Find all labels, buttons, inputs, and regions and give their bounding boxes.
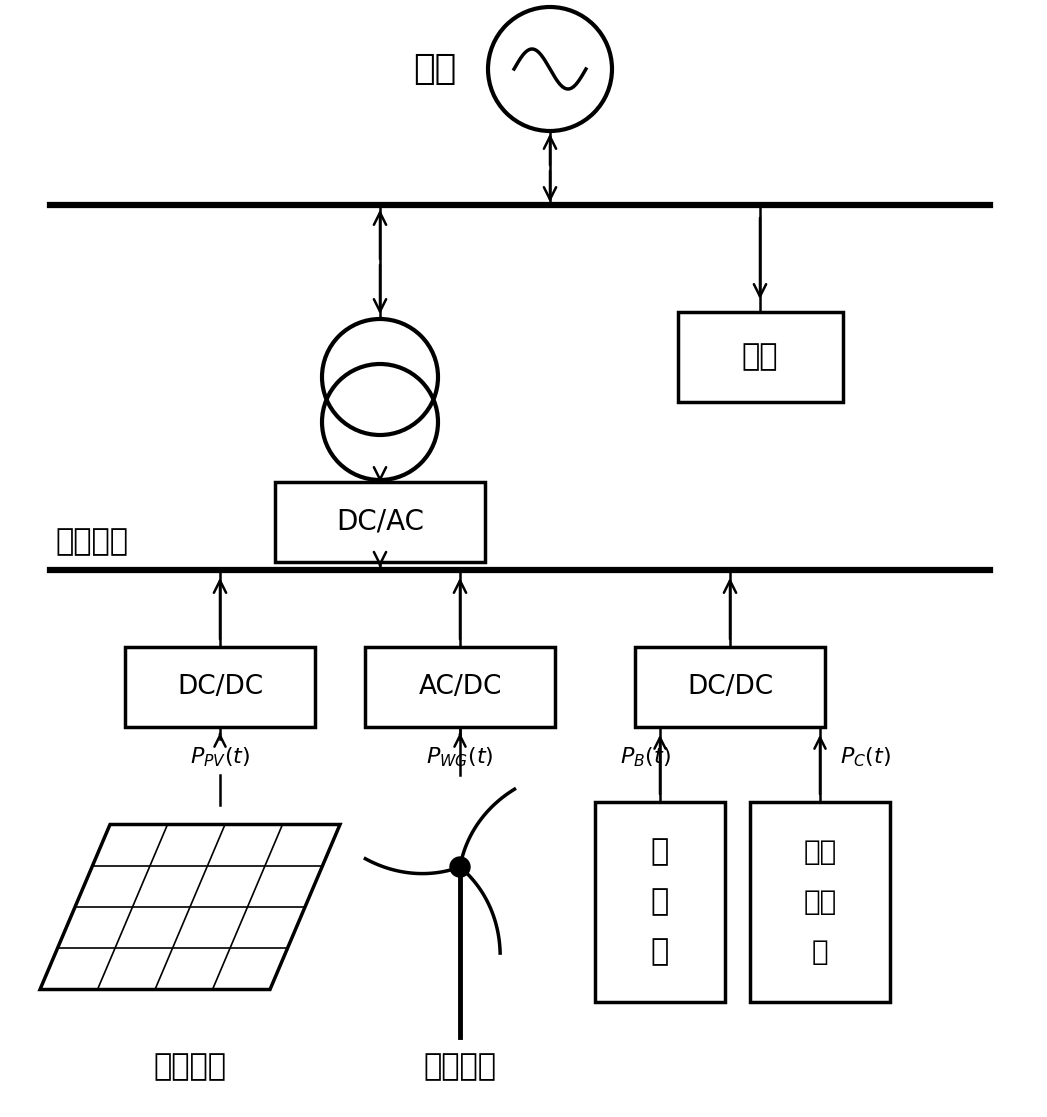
Text: 器: 器 bbox=[811, 938, 828, 966]
Text: $P_{\mathregular{WG}}(t)$: $P_{\mathregular{WG}}(t)$ bbox=[426, 745, 494, 768]
Bar bbox=[365, 647, 555, 727]
Text: 电网: 电网 bbox=[414, 52, 456, 86]
Bar bbox=[634, 647, 825, 727]
Text: 负载: 负载 bbox=[741, 343, 778, 372]
Text: DC/DC: DC/DC bbox=[177, 674, 263, 700]
Bar bbox=[125, 647, 315, 727]
Bar bbox=[677, 312, 843, 402]
Text: 电: 电 bbox=[651, 888, 669, 917]
Text: $P_{\mathregular{PV}}(t)$: $P_{\mathregular{PV}}(t)$ bbox=[190, 745, 250, 768]
Text: 直流母线: 直流母线 bbox=[55, 527, 128, 556]
Text: 超级: 超级 bbox=[803, 838, 837, 866]
Text: 风力发电: 风力发电 bbox=[423, 1052, 496, 1081]
Text: DC/DC: DC/DC bbox=[687, 674, 773, 700]
Circle shape bbox=[450, 857, 470, 877]
Text: 光伏发电: 光伏发电 bbox=[154, 1052, 226, 1081]
Text: AC/DC: AC/DC bbox=[419, 674, 502, 700]
Text: $P_{\mathregular{B}}(t)$: $P_{\mathregular{B}}(t)$ bbox=[620, 745, 670, 768]
Text: $P_{\mathregular{C}}(t)$: $P_{\mathregular{C}}(t)$ bbox=[840, 745, 891, 768]
Bar bbox=[595, 802, 725, 1002]
Text: DC/AC: DC/AC bbox=[336, 508, 424, 536]
Text: 蓄: 蓄 bbox=[651, 838, 669, 867]
Text: 池: 池 bbox=[651, 937, 669, 966]
Bar bbox=[750, 802, 890, 1002]
Text: 电容: 电容 bbox=[803, 888, 837, 916]
Bar bbox=[275, 483, 485, 562]
